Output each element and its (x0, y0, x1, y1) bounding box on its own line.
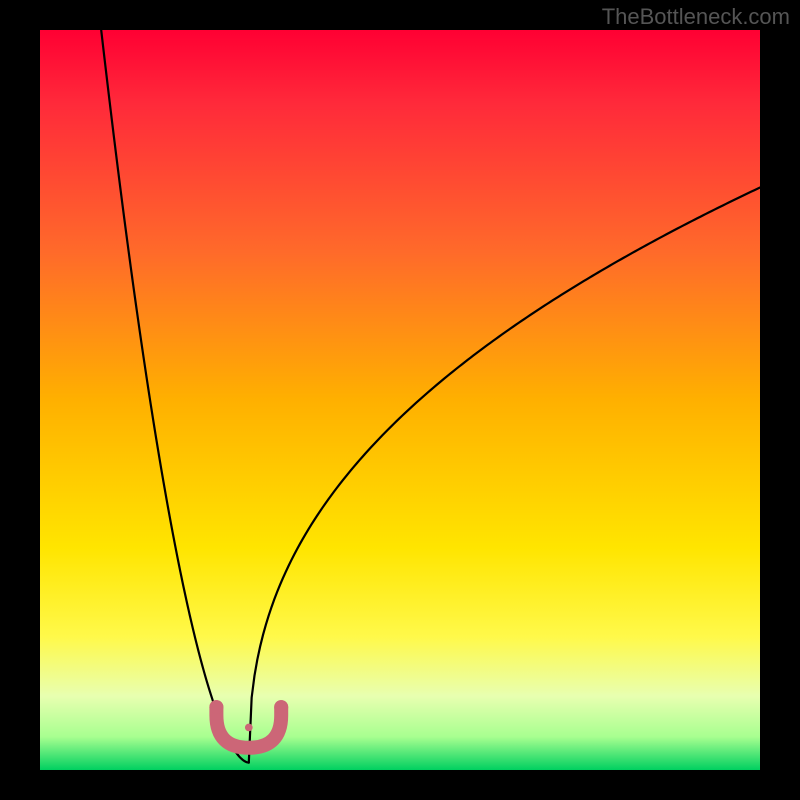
right-curve (249, 188, 760, 763)
plot-area (40, 30, 760, 770)
chart-container: TheBottleneck.com (0, 0, 800, 800)
left-curve (101, 30, 249, 763)
watermark-text: TheBottleneck.com (602, 4, 790, 30)
bottleneck-curve-svg (40, 30, 760, 770)
